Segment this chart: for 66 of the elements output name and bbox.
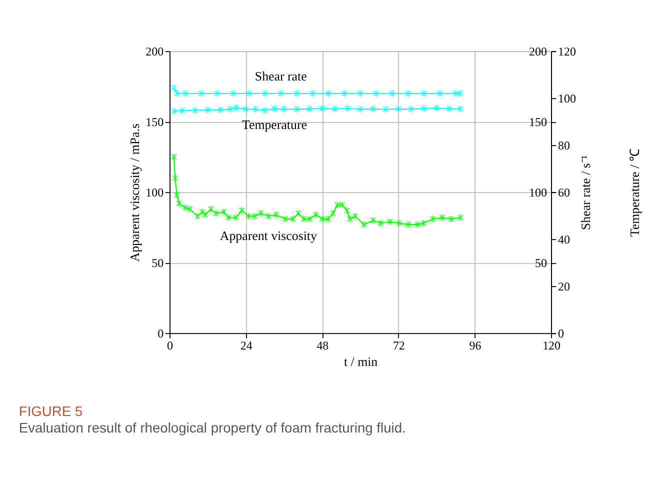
point xyxy=(405,220,412,228)
point xyxy=(352,212,358,220)
y2-tick-label: 150 xyxy=(528,114,547,129)
point xyxy=(238,206,245,214)
point xyxy=(386,218,393,226)
point xyxy=(199,208,206,216)
point xyxy=(172,174,178,182)
y-tick-label: 0 xyxy=(158,326,164,340)
y3-axis-title: Temperature / ℃ xyxy=(628,148,642,237)
point xyxy=(282,215,288,223)
x-axis-title: t / min xyxy=(344,354,378,369)
y3-tick-label: 60 xyxy=(558,185,570,200)
series-label: Shear rate xyxy=(254,70,308,84)
y-tick-label: 100 xyxy=(146,185,164,200)
series-label: Apparent viscosity xyxy=(220,229,318,244)
point xyxy=(420,219,427,227)
point xyxy=(194,212,201,220)
y-tick-label: 150 xyxy=(146,114,164,129)
x-tick-label: 96 xyxy=(469,338,482,352)
y3-tick-label: 80 xyxy=(558,138,570,152)
point xyxy=(334,200,341,209)
x-tick-label: 0 xyxy=(167,338,174,352)
point xyxy=(290,215,296,223)
point xyxy=(414,220,421,228)
point xyxy=(370,216,376,224)
point xyxy=(438,214,446,222)
point xyxy=(319,215,326,223)
y3-tick-label: 120 xyxy=(558,44,576,58)
point xyxy=(430,215,436,223)
y3-tick-label: 100 xyxy=(558,91,576,106)
point xyxy=(448,215,454,223)
y-tick-label: 200 xyxy=(146,44,164,58)
point xyxy=(258,209,264,218)
point xyxy=(272,210,280,219)
point xyxy=(186,205,193,213)
point xyxy=(265,212,272,220)
x-tick-label: 48 xyxy=(316,338,329,352)
point xyxy=(330,209,336,218)
series-label: Temperature xyxy=(242,118,308,132)
point xyxy=(312,210,319,219)
y3-tick-label: 20 xyxy=(558,279,570,294)
y3-tick-label: 40 xyxy=(558,232,570,246)
point xyxy=(245,212,252,220)
point xyxy=(202,210,208,219)
text: FIGURE 5 xyxy=(18,403,83,420)
point xyxy=(360,220,367,228)
x-tick-label: 24 xyxy=(240,338,252,352)
x-tick-label: 120 xyxy=(542,338,561,352)
y3-tick-label: 0 xyxy=(558,326,564,340)
y-axis-title: Apparent viscosity / mPa.s xyxy=(128,124,142,262)
y2-tick-label: 50 xyxy=(534,256,547,270)
y2-tick-label: 100 xyxy=(528,185,547,200)
text: Evaluation result of rheological property of foam fracturing fluid. xyxy=(18,420,406,436)
point xyxy=(396,219,402,227)
y2-tick-label: 200 xyxy=(528,44,547,58)
point xyxy=(378,219,384,227)
x-tick-label: 72 xyxy=(392,338,405,352)
point xyxy=(252,212,258,220)
point xyxy=(306,215,313,223)
y-tick-label: 50 xyxy=(152,256,164,270)
point xyxy=(457,214,464,222)
point xyxy=(182,204,188,212)
point xyxy=(170,153,177,161)
y2-axis-title: Shear rate / s⁻¹ xyxy=(579,155,594,230)
point xyxy=(232,214,240,222)
point xyxy=(325,215,332,223)
